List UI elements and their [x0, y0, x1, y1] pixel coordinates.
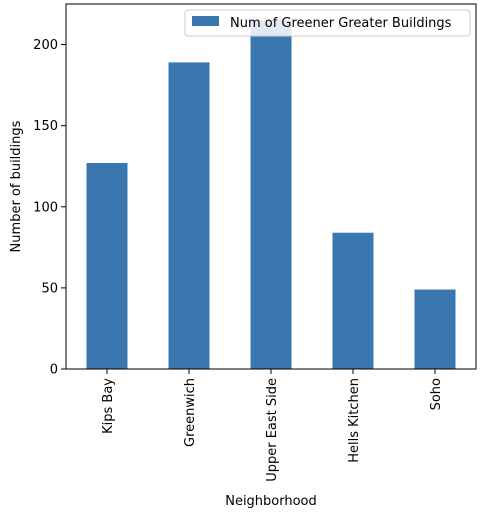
bar [414, 289, 456, 369]
legend-label: Num of Greener Greater Buildings [230, 16, 452, 31]
y-axis-label: Number of buildings [9, 120, 24, 252]
x-tick-label: Kips Bay [101, 378, 116, 434]
x-axis-label: Neighborhood [225, 494, 317, 509]
y-tick-label: 150 [33, 119, 58, 134]
bar [332, 232, 374, 369]
legend-box [184, 9, 471, 37]
y-tick-label: 50 [41, 281, 58, 296]
legend: Num of Greener Greater Buildings [184, 9, 471, 37]
x-tick-label: Soho [429, 378, 444, 410]
legend-swatch [192, 16, 219, 26]
bars-layer [86, 20, 456, 370]
y-tick-label: 0 [50, 363, 58, 378]
y-tick-label: 200 [33, 38, 58, 53]
plot-frame [65, 3, 477, 370]
x-tick-label: Upper East Side [265, 378, 280, 482]
x-tick-label: Greenwich [183, 378, 198, 447]
bar [86, 162, 128, 369]
y-axis-ticks: 0 50 100 150 200 [33, 38, 66, 378]
bar [250, 20, 292, 369]
bar [168, 62, 210, 370]
x-tick-label: Hells Kitchen [347, 378, 362, 463]
x-axis-ticks: Kips Bay Greenwich Upper East Side Hells Ki… [101, 369, 444, 482]
y-tick-label: 100 [33, 200, 58, 215]
